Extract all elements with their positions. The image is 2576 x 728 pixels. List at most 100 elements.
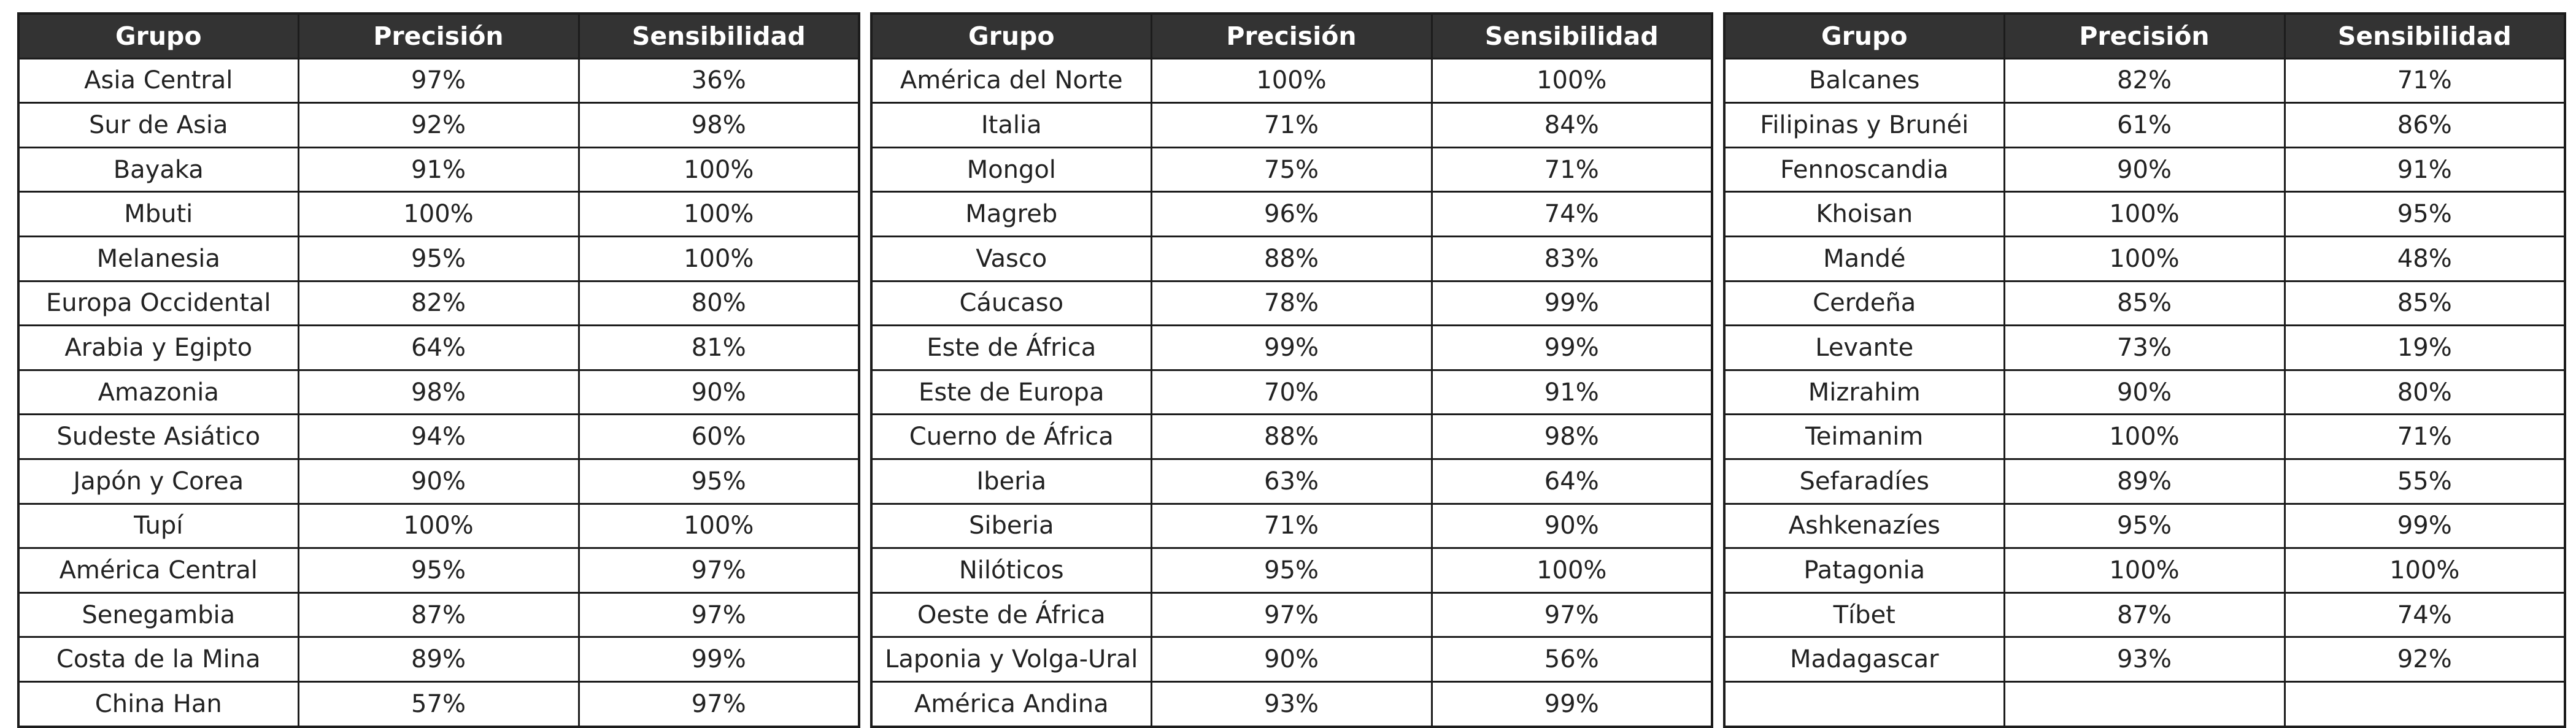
cell-grupo: Melanesia [17, 235, 299, 282]
cell-precision: 71% [1150, 102, 1433, 148]
cell-precision: 93% [1150, 680, 1433, 728]
cell-precision: 92% [297, 102, 580, 148]
cell-sensibilidad: 19% [2283, 324, 2566, 371]
cell-sensibilidad: 71% [1430, 146, 1713, 193]
table-row: Mandé 100% 48% [1723, 235, 2566, 282]
table-row: Oeste de África 97% 97% [870, 591, 1713, 638]
cell-sensibilidad: 92% [2283, 636, 2566, 683]
cell-precision [2003, 680, 2286, 728]
data-table-1: Grupo Precisión Sensibilidad Asia Central 97… [17, 12, 860, 728]
cell-precision: 73% [2003, 324, 2286, 371]
cell-precision: 99% [1150, 324, 1433, 371]
cell-grupo: Costa de la Mina [17, 636, 299, 683]
cell-grupo: Este de África [870, 324, 1152, 371]
table-row [1723, 680, 2566, 728]
table-row: Mizrahim 90% 80% [1723, 369, 2566, 416]
cell-precision: 90% [2003, 146, 2286, 193]
table-row: Nilóticos 95% 100% [870, 547, 1713, 594]
cell-precision: 71% [1150, 502, 1433, 550]
cell-sensibilidad: 80% [577, 280, 860, 327]
cell-sensibilidad: 100% [1430, 57, 1713, 104]
cell-sensibilidad: 100% [2283, 547, 2566, 594]
cell-precision: 95% [2003, 502, 2286, 550]
data-table-3: Grupo Precisión Sensibilidad Balcanes 82% 71%… [1723, 12, 2566, 728]
cell-sensibilidad: 60% [577, 413, 860, 460]
cell-precision: 82% [297, 280, 580, 327]
cell-grupo: Nilóticos [870, 547, 1152, 594]
table-row: Este de Europa 70% 91% [870, 369, 1713, 416]
cell-sensibilidad: 98% [577, 102, 860, 148]
cell-grupo: Laponia y Volga-Ural [870, 636, 1152, 683]
cell-grupo: Balcanes [1723, 57, 2005, 104]
cell-sensibilidad: 98% [1430, 413, 1713, 460]
cell-grupo: Cáucaso [870, 280, 1152, 327]
cell-precision: 90% [2003, 369, 2286, 416]
cell-grupo: Madagascar [1723, 636, 2005, 683]
header-precision: Precisión [1150, 12, 1433, 59]
header-sensibilidad: Sensibilidad [1430, 12, 1713, 59]
header-sensibilidad: Sensibilidad [577, 12, 860, 59]
cell-sensibilidad: 74% [1430, 191, 1713, 237]
cell-precision: 100% [2003, 235, 2286, 282]
cell-precision: 100% [2003, 547, 2286, 594]
table-row: Fennoscandia 90% 91% [1723, 146, 2566, 193]
cell-precision: 91% [297, 146, 580, 193]
cell-grupo: Filipinas y Brunéi [1723, 102, 2005, 148]
header-row: Grupo Precisión Sensibilidad [1723, 12, 2566, 59]
cell-sensibilidad: 97% [1430, 591, 1713, 638]
table-row: Khoisan 100% 95% [1723, 191, 2566, 237]
cell-grupo: Levante [1723, 324, 2005, 371]
header-grupo: Grupo [17, 12, 299, 59]
cell-grupo: Tíbet [1723, 591, 2005, 638]
table-row: Japón y Corea 90% 95% [17, 458, 860, 505]
table-row: Filipinas y Brunéi 61% 86% [1723, 102, 2566, 148]
table-row: Bayaka 91% 100% [17, 146, 860, 193]
cell-sensibilidad: 100% [577, 191, 860, 237]
table-row: América Andina 93% 99% [870, 680, 1713, 728]
cell-precision: 100% [1150, 57, 1433, 104]
cell-precision: 57% [297, 680, 580, 728]
data-table-2: Grupo Precisión Sensibilidad América del No… [870, 12, 1713, 728]
cell-precision: 61% [2003, 102, 2286, 148]
table-row: Vasco 88% 83% [870, 235, 1713, 282]
cell-sensibilidad: 90% [577, 369, 860, 416]
cell-precision: 64% [297, 324, 580, 371]
cell-sensibilidad: 99% [1430, 280, 1713, 327]
cell-precision: 97% [1150, 591, 1433, 638]
cell-precision: 98% [297, 369, 580, 416]
cell-precision: 93% [2003, 636, 2286, 683]
cell-grupo: Mizrahim [1723, 369, 2005, 416]
cell-grupo: Cerdeña [1723, 280, 2005, 327]
cell-grupo: Sur de Asia [17, 102, 299, 148]
cell-grupo: Senegambia [17, 591, 299, 638]
cell-sensibilidad: 90% [1430, 502, 1713, 550]
cell-sensibilidad: 91% [1430, 369, 1713, 416]
cell-precision: 88% [1150, 235, 1433, 282]
cell-grupo: Este de Europa [870, 369, 1152, 416]
cell-grupo: Vasco [870, 235, 1152, 282]
cell-sensibilidad: 48% [2283, 235, 2566, 282]
table-row: Magreb 96% 74% [870, 191, 1713, 237]
cell-sensibilidad [2283, 680, 2566, 728]
cell-grupo: Khoisan [1723, 191, 2005, 237]
cell-grupo: América Andina [870, 680, 1152, 728]
table-row: Madagascar 93% 92% [1723, 636, 2566, 683]
table-row: Senegambia 87% 97% [17, 591, 860, 638]
cell-sensibilidad: 81% [577, 324, 860, 371]
cell-grupo: Siberia [870, 502, 1152, 550]
cell-grupo: Asia Central [17, 57, 299, 104]
cell-precision: 82% [2003, 57, 2286, 104]
cell-sensibilidad: 100% [577, 146, 860, 193]
cell-sensibilidad: 74% [2283, 591, 2566, 638]
cell-precision: 90% [297, 458, 580, 505]
cell-precision: 100% [2003, 413, 2286, 460]
table-row: Cáucaso 78% 99% [870, 280, 1713, 327]
cell-precision: 97% [297, 57, 580, 104]
table-row: Laponia y Volga-Ural 90% 56% [870, 636, 1713, 683]
cell-grupo: Ashkenazíes [1723, 502, 2005, 550]
header-grupo: Grupo [870, 12, 1152, 59]
table-row: Tupí 100% 100% [17, 502, 860, 550]
cell-precision: 85% [2003, 280, 2286, 327]
cell-precision: 75% [1150, 146, 1433, 193]
cell-sensibilidad: 71% [2283, 413, 2566, 460]
